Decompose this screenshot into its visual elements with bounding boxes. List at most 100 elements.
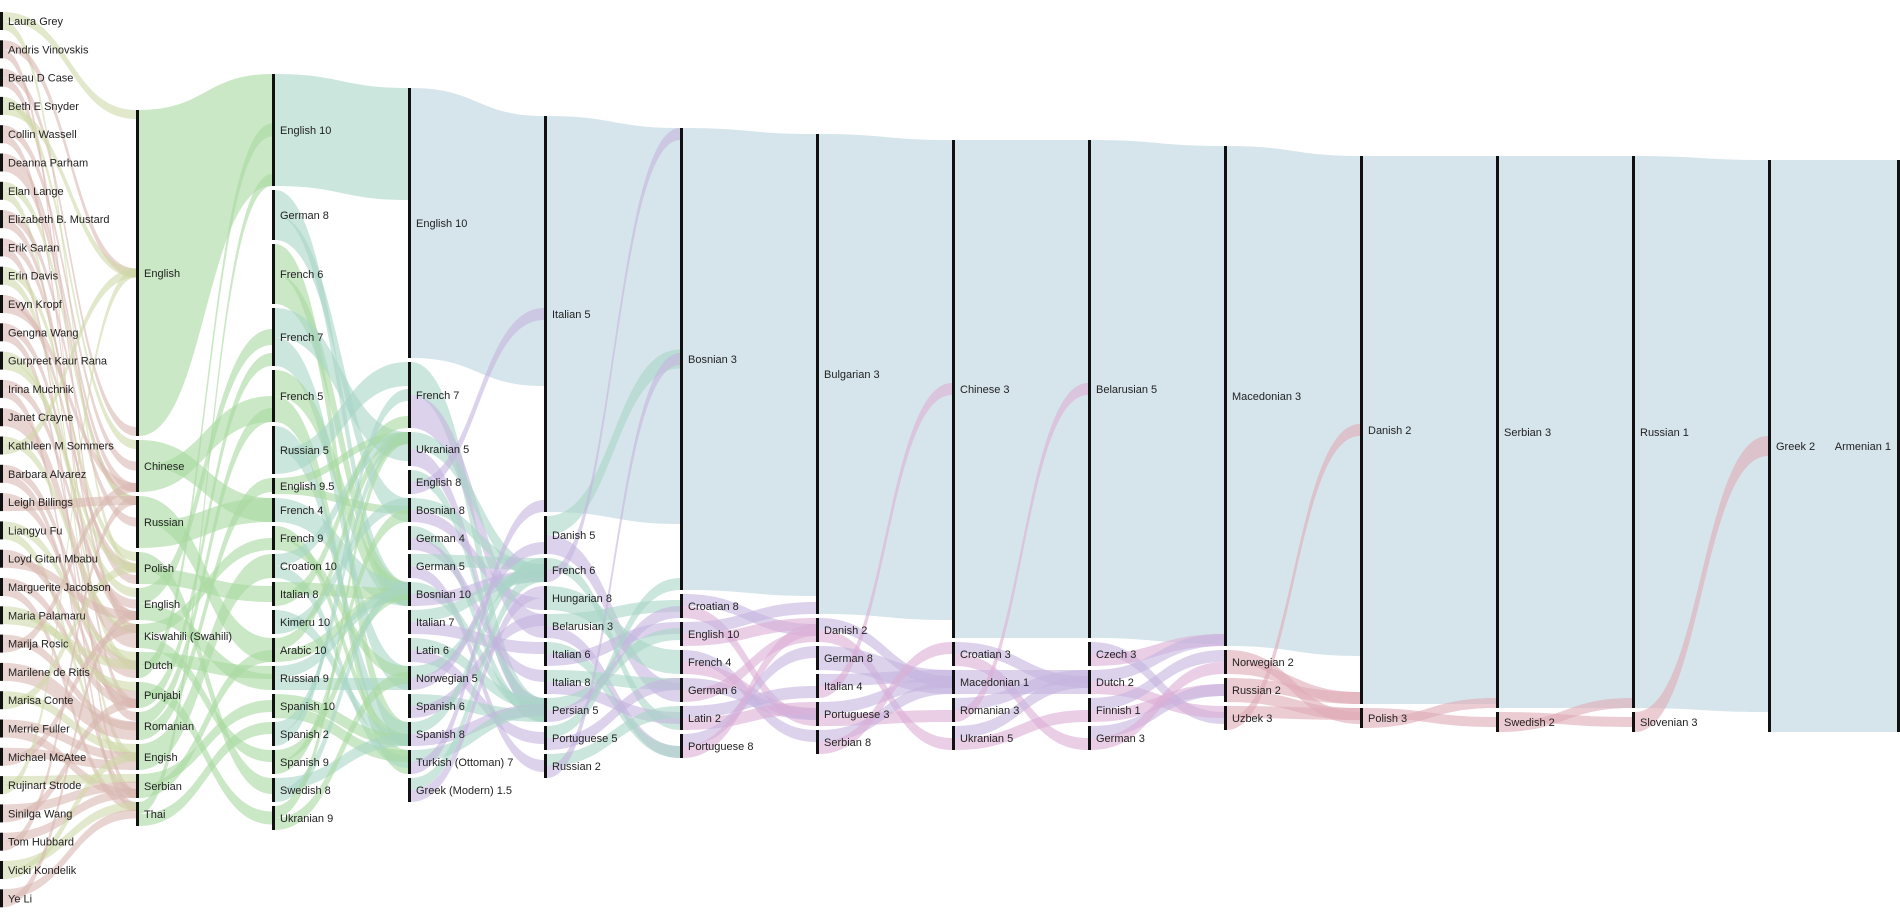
link-c0-9-3	[3, 266, 136, 561]
node-label: Leigh Billings	[8, 497, 73, 509]
node-label: Spanish 6	[416, 701, 465, 713]
node-bar-c0-4	[0, 125, 3, 144]
link-c5-5-4	[683, 702, 816, 730]
link-c0-3-1	[3, 96, 136, 450]
node-bar-c4-1	[544, 516, 547, 554]
node-label: Andris Vinovskis	[8, 44, 89, 56]
node-bar-c7-4	[952, 726, 955, 750]
node-label: Swedish 2	[1504, 717, 1555, 729]
node-bar-c3-9	[408, 638, 411, 662]
link-c0-12-4	[3, 351, 136, 597]
node-label: Armenian 1	[1835, 441, 1891, 453]
node-label: Italian 5	[552, 309, 591, 321]
node-label: Kiswahili (Swahili)	[144, 631, 232, 643]
node-bar-c1-4	[136, 588, 139, 620]
link-c2-12-2	[275, 432, 408, 650]
node-bar-c3-10	[408, 666, 411, 690]
node-bar-c8-1	[1088, 642, 1091, 666]
node-label: Elizabeth B. Mustard	[8, 214, 110, 226]
node-bar-c1-6	[136, 652, 139, 678]
node-bar-c2-7	[272, 498, 275, 522]
node-label: Belarusian 3	[552, 621, 613, 633]
link-c2-15-2	[275, 432, 408, 734]
node-label: Chinese 3	[960, 384, 1010, 396]
node-label: Romanian	[144, 721, 194, 733]
node-bar-c0-1	[0, 40, 3, 59]
link-c2-13-10	[275, 678, 408, 690]
link-c6-0-0	[819, 134, 952, 620]
node-label: Latin 2	[688, 713, 721, 725]
node-bar-c0-2	[0, 68, 3, 87]
node-bar-c2-0	[272, 74, 275, 186]
node-bar-c6-1	[816, 618, 819, 642]
node-bar-c6-4	[816, 702, 819, 726]
node-label: Merrie Fuller	[8, 724, 70, 736]
link-c1-11-0	[139, 174, 272, 814]
node-label: Evyn Kropf	[8, 299, 63, 311]
node-bar-c1-8	[136, 712, 139, 740]
node-bar-c0-31	[0, 889, 3, 908]
node-label: German 3	[1096, 733, 1145, 745]
link-c0-7-2	[3, 210, 136, 527]
node-label: Italian 7	[416, 617, 455, 629]
link-c4-3-3	[547, 586, 680, 674]
link-c7-4-3	[955, 710, 1088, 750]
node-bar-c0-5	[0, 153, 3, 172]
node-label: Irina Muchnik	[8, 384, 74, 396]
node-label: Marisa Conte	[8, 695, 73, 707]
node-bar-c0-13	[0, 379, 3, 398]
link-c3-11-4	[411, 614, 544, 718]
node-bar-c1-7	[136, 682, 139, 708]
link-c7-4-2	[955, 676, 1088, 738]
link-c0-5-1	[3, 153, 136, 492]
node-bar-c0-6	[0, 181, 3, 200]
link-c2-9-13	[275, 566, 408, 768]
link-c10-1-0	[1363, 698, 1496, 728]
link-c0-30-11	[3, 802, 136, 870]
node-bar-c0-19	[0, 549, 3, 568]
node-label: German 8	[280, 210, 329, 222]
node-bar-c4-9	[544, 754, 547, 778]
node-label: Kathleen M Sommers	[8, 441, 114, 453]
node-label: French 6	[552, 565, 595, 577]
node-label: Italian 8	[280, 589, 319, 601]
node-label: Ukranian 5	[416, 444, 469, 456]
node-bar-c0-30	[0, 861, 3, 879]
link-c2-4-7	[275, 370, 408, 606]
node-label: Portuguese 3	[824, 709, 889, 721]
link-c2-10-1	[275, 416, 408, 606]
link-c0-21-7	[3, 606, 136, 691]
node-bar-c0-0	[0, 12, 3, 30]
link-c9-2-0	[1227, 678, 1360, 704]
link-c0-27-10	[3, 774, 136, 786]
link-c6-3-0	[819, 383, 952, 698]
link-c0-3-0	[3, 105, 136, 278]
node-bar-c5-3	[680, 650, 683, 674]
node-bar-c6-5	[816, 730, 819, 754]
link-c4-1-0	[547, 349, 680, 535]
node-bar-c2-6	[272, 478, 275, 494]
node-label: Ukranian 5	[960, 733, 1013, 745]
link-c13-0-0	[1771, 160, 1900, 732]
node-bar-c0-28	[0, 804, 3, 823]
node-label: English	[144, 599, 180, 611]
links-layer	[3, 12, 1900, 908]
link-c1-9-9	[139, 554, 272, 770]
link-c1-10-12	[139, 650, 272, 798]
link-c0-27-0	[3, 268, 136, 795]
link-c1-8-4	[139, 408, 272, 726]
link-c1-7-3	[139, 353, 272, 708]
node-label: Arabic 10	[280, 645, 326, 657]
node-bar-c2-17	[272, 778, 275, 802]
node-bar-c3-8	[408, 610, 411, 634]
node-label: Italian 6	[552, 649, 591, 661]
node-bar-c2-9	[272, 554, 275, 578]
node-label: Gurpreet Kaur Rana	[8, 356, 108, 368]
node-bar-c0-9	[0, 266, 3, 285]
node-label: French 4	[280, 505, 323, 517]
node-label: Punjabi	[144, 690, 181, 702]
node-label: German 4	[416, 533, 465, 545]
node-label: Bosnian 3	[688, 354, 737, 366]
link-c3-2-2	[411, 432, 544, 582]
link-c3-0-0	[411, 88, 544, 386]
